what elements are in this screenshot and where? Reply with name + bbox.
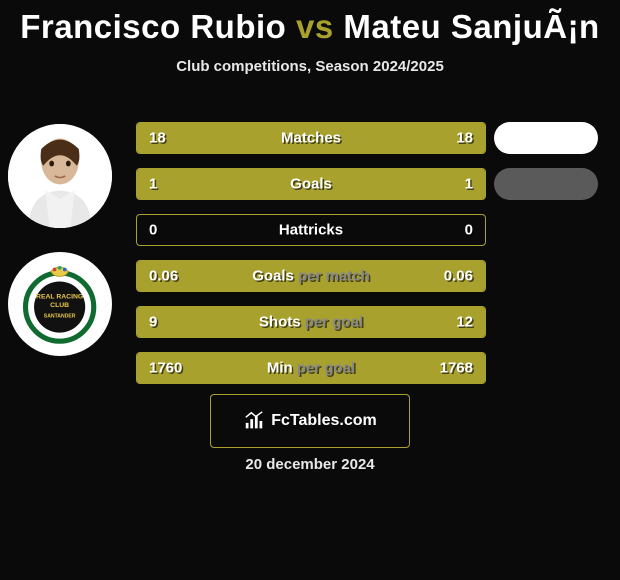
stat-label-part2: per goal — [297, 360, 355, 377]
value-right: 12 — [456, 314, 473, 331]
avatar-column: REAL RACING CLUB SANTANDER — [8, 124, 112, 356]
player-avatar — [8, 124, 112, 228]
stat-label: Shots per goal — [259, 314, 363, 331]
player2-name: Mateu SanjuÃ¡n — [343, 8, 599, 45]
person-icon — [8, 124, 112, 228]
club-badge: REAL RACING CLUB SANTANDER — [8, 252, 112, 356]
bar-right — [311, 169, 485, 199]
value-left: 1 — [149, 176, 157, 193]
vs-label: vs — [296, 8, 334, 45]
stat-row: 0.06 0.06 Goals per match — [136, 260, 486, 292]
result-pill — [494, 168, 598, 200]
stat-label: Goals per match — [252, 268, 370, 285]
stat-label-part2: per goal — [305, 314, 363, 331]
stat-row: 1760 1768 Min per goal — [136, 352, 486, 384]
value-left: 9 — [149, 314, 157, 331]
value-left: 1760 — [149, 360, 182, 377]
club-crest-icon: REAL RACING CLUB SANTANDER — [17, 261, 102, 346]
subtitle: Club competitions, Season 2024/2025 — [0, 58, 620, 75]
value-right: 0.06 — [444, 268, 473, 285]
stat-label: Matches — [281, 130, 341, 147]
value-left: 18 — [149, 130, 166, 147]
stats-rows: 18 18 Matches 1 1 Goals 0 0 Hattricks 0.06 0.06 Goa… — [136, 122, 486, 384]
svg-text:CLUB: CLUB — [51, 302, 70, 309]
value-right: 18 — [456, 130, 473, 147]
stat-label-part1: Min — [267, 360, 297, 377]
stat-label-part1: Shots — [259, 314, 305, 331]
stat-label-part1: Goals — [252, 268, 298, 285]
value-right: 1768 — [440, 360, 473, 377]
bar-left — [137, 169, 311, 199]
stat-row: 0 0 Hattricks — [136, 214, 486, 246]
stat-label-part2: per match — [298, 268, 370, 285]
page-title: Francisco Rubio vs Mateu SanjuÃ¡n — [0, 0, 620, 46]
result-pill — [494, 122, 598, 154]
stat-label: Min per goal — [267, 360, 355, 377]
stat-row: 9 12 Shots per goal — [136, 306, 486, 338]
stat-row: 1 1 Goals — [136, 168, 486, 200]
svg-text:REAL RACING: REAL RACING — [36, 294, 83, 301]
brand-box: FcTables.com — [210, 394, 410, 448]
stat-label: Hattricks — [279, 222, 343, 239]
stat-row: 18 18 Matches — [136, 122, 486, 154]
date-label: 20 december 2024 — [245, 456, 374, 473]
brand-label: FcTables.com — [271, 412, 377, 430]
value-left: 0 — [149, 222, 157, 239]
stat-label: Goals — [290, 176, 332, 193]
value-right: 0 — [465, 222, 473, 239]
chart-icon — [243, 410, 265, 432]
svg-text:SANTANDER: SANTANDER — [44, 314, 76, 320]
player1-name: Francisco Rubio — [20, 8, 286, 45]
value-left: 0.06 — [149, 268, 178, 285]
value-right: 1 — [465, 176, 473, 193]
